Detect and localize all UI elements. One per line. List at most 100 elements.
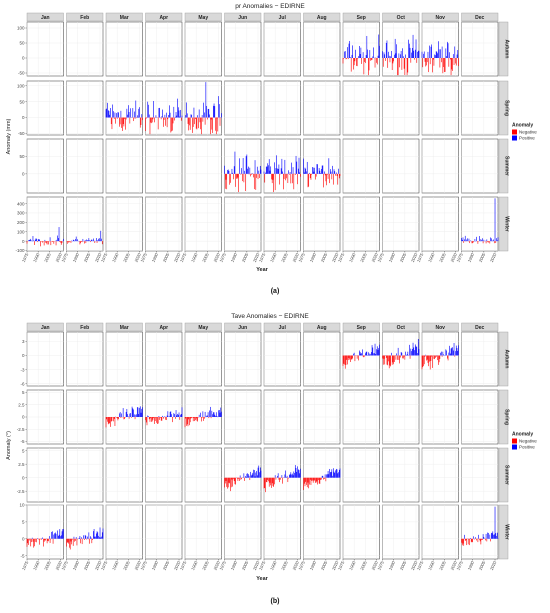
- anomaly-bar: [187, 417, 189, 427]
- anomaly-bar: [56, 239, 58, 242]
- anomaly-bar: [205, 82, 207, 118]
- panel-frame: [66, 196, 104, 252]
- panel-frame: [461, 447, 499, 503]
- anomaly-bar: [350, 355, 352, 360]
- anomaly-bar: [61, 531, 63, 539]
- panel-frame: [145, 80, 183, 136]
- anomaly-bar: [421, 355, 423, 370]
- xtick-label: 1990: [151, 560, 160, 571]
- anomaly-bar: [433, 58, 435, 66]
- anomaly-bar: [348, 355, 350, 358]
- anomaly-bar: [226, 477, 228, 487]
- anomaly-bar: [323, 477, 324, 480]
- anomaly-bar: [199, 117, 201, 123]
- anomaly-bar: [278, 164, 280, 174]
- anomaly-bar: [424, 355, 426, 357]
- anomaly-bar: [245, 476, 246, 478]
- anomaly-bar: [446, 56, 447, 58]
- anomaly-bar: [492, 240, 494, 242]
- anomaly-bar: [449, 345, 450, 356]
- anomaly-bar: [250, 173, 251, 177]
- anomaly-bar: [361, 58, 362, 64]
- anomaly-bar: [346, 355, 348, 360]
- panel-frame: [224, 504, 262, 560]
- anomaly-bar: [63, 529, 64, 539]
- anomaly-bar: [55, 241, 57, 246]
- anomaly-bar: [34, 538, 35, 547]
- anomaly-bar: [353, 353, 354, 356]
- anomaly-bar: [409, 43, 410, 58]
- xtick-label: 2020: [291, 560, 300, 571]
- anomaly-bar: [455, 345, 457, 356]
- anomaly-bar: [378, 348, 380, 356]
- anomaly-bar: [81, 241, 82, 242]
- strip-aug: [303, 12, 341, 22]
- xtick-label: 2005: [241, 560, 250, 571]
- xtick-label: 1975: [376, 560, 385, 571]
- anomaly-bar: [79, 535, 81, 539]
- anomaly-bar: [259, 173, 260, 178]
- anomaly-bar: [189, 117, 191, 130]
- anomaly-bar: [271, 173, 272, 180]
- anomaly-bar: [99, 527, 101, 539]
- anomaly-bar: [221, 411, 222, 417]
- xtick-label: 2020: [410, 252, 419, 263]
- anomaly-bar: [329, 468, 330, 478]
- season-label: Autumn: [503, 350, 509, 369]
- anomaly-bar: [431, 44, 432, 58]
- anomaly-bar: [294, 173, 296, 175]
- legend-swatch: [512, 135, 517, 141]
- panel-frame: [421, 504, 459, 560]
- anomaly-bar: [186, 417, 188, 425]
- anomaly-bar: [335, 173, 336, 176]
- anomaly-bar: [74, 538, 76, 542]
- anomaly-bar: [338, 173, 340, 179]
- xtick-label: 1990: [427, 560, 436, 571]
- anomaly-bar: [147, 415, 149, 417]
- anomaly-bar: [37, 241, 38, 243]
- anomaly-bar: [372, 347, 374, 356]
- anomaly-bar: [136, 414, 137, 417]
- anomaly-bar: [425, 354, 427, 356]
- x-axis-label: Year: [256, 267, 268, 273]
- anomaly-bar: [253, 173, 255, 190]
- anomaly-bar: [91, 538, 93, 544]
- anomaly-bar: [177, 107, 179, 118]
- anomaly-bar: [473, 536, 474, 539]
- anomaly-bar: [408, 39, 409, 58]
- anomaly-bar: [391, 355, 393, 365]
- anomaly-bar: [488, 532, 489, 539]
- anomaly-bar: [71, 240, 73, 242]
- anomaly-bar: [34, 538, 36, 542]
- anomaly-bar: [292, 167, 294, 174]
- anomaly-bar: [90, 537, 92, 539]
- anomaly-bar: [318, 477, 320, 484]
- anomaly-bar: [60, 241, 62, 245]
- xtick-label: 1975: [258, 560, 267, 571]
- anomaly-bar: [169, 105, 170, 118]
- anomaly-bar: [118, 417, 119, 419]
- anomaly-bar: [317, 477, 318, 485]
- anomaly-bar: [320, 173, 321, 174]
- anomaly-bar: [386, 40, 388, 58]
- anomaly-bar: [214, 414, 216, 417]
- anomaly-bar: [213, 412, 215, 417]
- panel-frame: [66, 331, 104, 387]
- anomaly-bar: [190, 114, 192, 118]
- panel-frame: [184, 504, 222, 560]
- anomaly-bar: [204, 411, 206, 417]
- anomaly-bar: [204, 117, 206, 125]
- ytick-label: 5: [22, 520, 25, 525]
- anomaly-bar: [239, 477, 240, 481]
- ytick-label: -100: [15, 248, 25, 253]
- strip-jan: [26, 12, 64, 22]
- ytick-label: 100: [17, 83, 25, 88]
- xtick-label: 1990: [151, 252, 160, 263]
- anomaly-bar: [448, 352, 450, 356]
- xtick-label: 1975: [376, 252, 385, 263]
- anomaly-bar: [440, 49, 441, 58]
- anomaly-bar: [161, 417, 163, 421]
- anomaly-bar: [123, 417, 125, 420]
- anomaly-bar: [458, 58, 459, 67]
